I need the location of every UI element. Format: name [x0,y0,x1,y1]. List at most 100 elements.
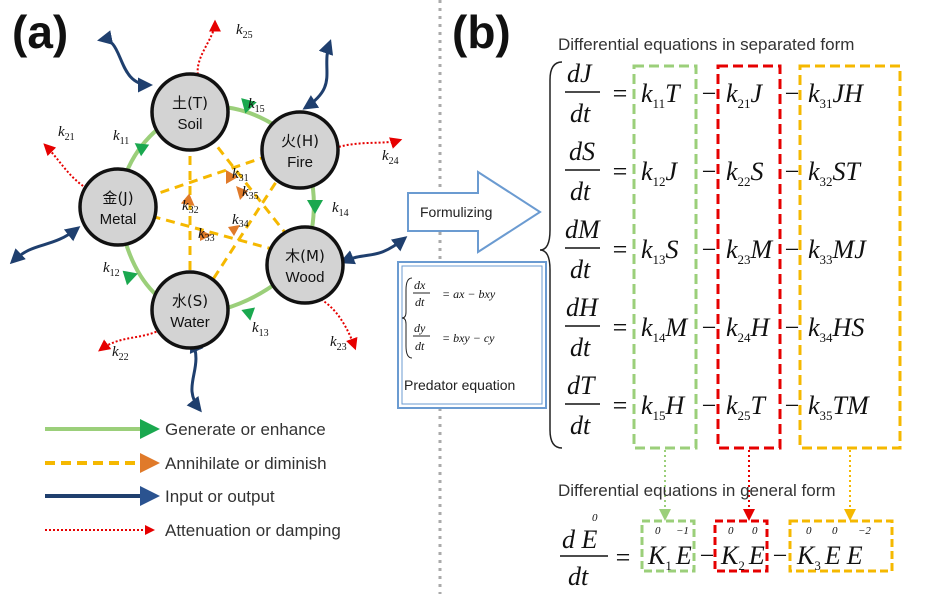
svg-text:k23M: k23M [726,235,774,267]
rate-k14: k14 [332,200,349,219]
svg-text:=: = [611,235,629,264]
svg-text:k11T: k11T [641,79,681,111]
svg-text:0: 0 [806,525,812,537]
svg-text:k25T: k25T [726,391,767,423]
rate-k35: k35 [242,184,259,202]
formulizing-arrow: Formulizing [407,170,542,254]
node-soil: 土(T) Soil [150,72,230,152]
rate-k32: k32 [182,198,199,216]
node-wood: 木(M) Wood [265,225,345,305]
arrow-k13 [241,307,256,321]
svg-text:k33MJ: k33MJ [808,235,867,267]
rate-k34: k34 [232,212,249,230]
arrow-k15 [241,98,257,114]
svg-text:dt: dt [570,177,591,206]
legend-generate: Generate or enhance [165,420,326,439]
svg-text:k22S: k22S [726,157,764,189]
box-red [716,64,782,450]
node-water: 水(S) Water [150,270,230,350]
svg-text:−: − [783,313,801,342]
svg-text:k13S: k13S [641,235,679,267]
svg-text:dt: dt [570,99,591,128]
rate-k11: k11 [113,128,129,147]
svg-text:0: 0 [728,525,734,537]
arrow-k11 [134,143,150,157]
rate-k22: k22 [112,344,129,363]
heading-general: Differential equations in general form [558,481,836,500]
eq-row-4: dH dt = k14M − k24H − k34HS [565,293,864,362]
legend-attenuation: Attenuation or damping [165,521,341,540]
rate-k15: k15 [248,96,265,115]
legend-io: Input or output [165,487,275,506]
arrow-k12 [122,270,138,286]
predator-box: dx dt = ax − bxy dy dt = bxy − cy Predat… [397,261,547,409]
svg-text:k34HS: k34HS [808,313,864,345]
legend: Generate or enhance Annihilate or dimini… [45,419,341,540]
svg-text:dS: dS [569,137,595,166]
svg-text:=: = [611,313,629,342]
svg-text:−: − [783,157,801,186]
rate-k12: k12 [103,260,120,279]
svg-text:k21J: k21J [726,79,764,111]
svg-text:0: 0 [655,525,661,537]
svg-text:d E: d E [562,525,598,554]
svg-text:0: 0 [832,525,838,537]
heading-separated: Differential equations in separated form [558,35,854,54]
svg-text:水(S): 水(S) [172,292,208,310]
svg-text:K2E: K2 E [720,541,765,573]
svg-text:K1E: K1 E [647,541,692,573]
svg-text:−: − [783,391,801,420]
svg-text:−: − [700,157,718,186]
svg-text:−: − [700,313,718,342]
svg-text:−: − [698,541,716,570]
svg-text:=: = [611,391,629,420]
arrow-k35 [236,186,248,200]
svg-text:k12J: k12J [641,157,679,189]
svg-text:Fire: Fire [287,154,313,171]
equation-brace [539,61,563,449]
rate-k31: k31 [232,166,249,184]
eq-row-3: dM dt = k13S − k23M − k33MJ [565,215,867,284]
node-fire: 火(H) Fire [260,110,340,190]
svg-text:0: 0 [592,512,598,524]
svg-text:−: − [700,79,718,108]
svg-text:−: − [700,235,718,264]
svg-text:dT: dT [567,371,596,400]
svg-text:Water: Water [170,314,209,331]
predator-label: Predator equation [404,377,515,393]
eq-row-1: dJ dt = k11T − k21J − k31JH [565,59,864,128]
svg-text:k15H: k15H [641,391,686,423]
eq-row-5: dT dt = k15H − k25T − k35TM [565,371,870,440]
svg-text:dt: dt [568,562,589,591]
svg-text:dt: dt [570,411,591,440]
svg-text:dt: dt [415,339,425,353]
svg-text:=: = [614,543,632,572]
formulizing-label: Formulizing [420,204,492,220]
arrow-k14 [307,200,323,214]
arrow-k34 [228,225,240,236]
rate-k23: k23 [330,334,347,353]
svg-text:=: = [611,157,629,186]
svg-text:−: − [700,391,718,420]
svg-text:=: = [611,79,629,108]
svg-text:−: − [783,79,801,108]
predator-eq2: = bxy − cy [442,331,495,345]
svg-text:木(M): 木(M) [285,247,325,265]
svg-text:dJ: dJ [567,59,593,88]
svg-text:dt: dt [570,255,591,284]
svg-text:Metal: Metal [100,211,137,228]
rate-k24: k24 [382,148,399,167]
eq-row-2: dS dt = k12J − k22S − k32ST [565,137,862,206]
svg-text:dx: dx [414,278,426,292]
svg-text:dt: dt [570,333,591,362]
svg-text:0: 0 [752,525,758,537]
svg-text:−1: −1 [676,525,689,537]
rate-k13: k13 [252,320,269,339]
svg-text:金(J): 金(J) [102,189,133,207]
svg-text:火(H): 火(H) [281,132,319,150]
panel-b-label: (b) [452,6,511,58]
svg-text:k24H: k24H [726,313,771,345]
